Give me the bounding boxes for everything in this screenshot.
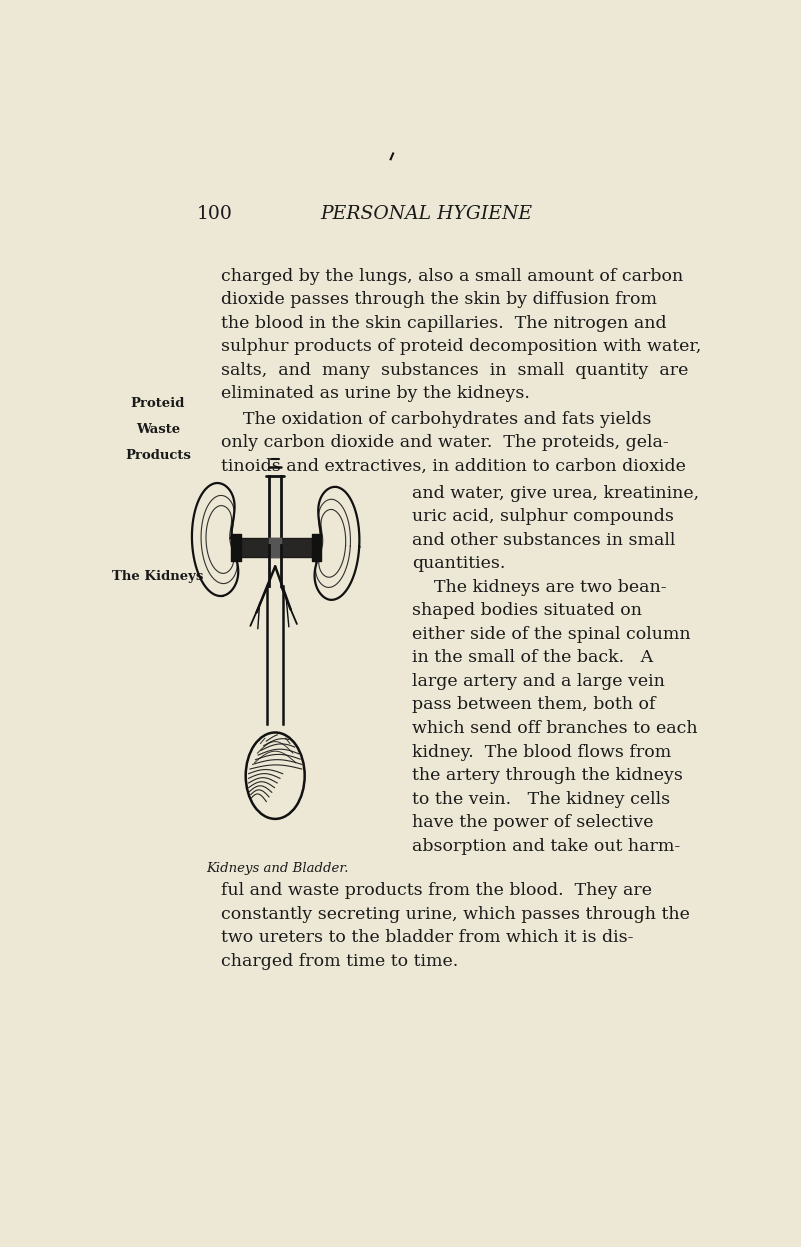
Text: charged from time to time.: charged from time to time. [221,953,458,970]
Text: salts,  and  many  substances  in  small  quantity  are: salts, and many substances in small quan… [221,362,689,379]
Text: in the small of the back.   A: in the small of the back. A [413,650,654,666]
Text: quantities.: quantities. [413,555,505,572]
Text: 100: 100 [196,206,232,223]
Text: and other substances in small: and other substances in small [413,531,676,549]
Text: and water, give urea, kreatinine,: and water, give urea, kreatinine, [413,485,699,501]
Text: constantly secreting urine, which passes through the: constantly secreting urine, which passes… [221,905,690,923]
Text: ful and waste products from the blood.  They are: ful and waste products from the blood. T… [221,883,652,899]
Text: Proteid: Proteid [131,398,185,410]
Text: The kidneys are two bean-: The kidneys are two bean- [413,579,667,596]
Text: Kidneys and Bladder.: Kidneys and Bladder. [206,862,348,875]
Text: sulphur products of proteid decomposition with water,: sulphur products of proteid decompositio… [221,338,702,355]
Text: The Kidneys: The Kidneys [112,570,203,584]
Text: only carbon dioxide and water.  The proteids, gela-: only carbon dioxide and water. The prote… [221,434,669,451]
Text: tinoids and extractives, in addition to carbon dioxide: tinoids and extractives, in addition to … [221,458,686,475]
Text: either side of the spinal column: either side of the spinal column [413,626,691,643]
Text: the blood in the skin capillaries.  The nitrogen and: the blood in the skin capillaries. The n… [221,314,666,332]
Text: eliminated as urine by the kidneys.: eliminated as urine by the kidneys. [221,385,530,403]
Text: Products: Products [125,449,191,463]
Text: kidney.  The blood flows from: kidney. The blood flows from [413,743,671,761]
Text: pass between them, both of: pass between them, both of [413,697,656,713]
Text: PERSONAL HYGIENE: PERSONAL HYGIENE [320,206,532,223]
Text: the artery through the kidneys: the artery through the kidneys [413,767,683,784]
Text: two ureters to the bladder from which it is dis-: two ureters to the bladder from which it… [221,929,634,946]
Text: The oxidation of carbohydrates and fats yields: The oxidation of carbohydrates and fats … [221,410,651,428]
Text: shaped bodies situated on: shaped bodies situated on [413,602,642,620]
Text: uric acid, sulphur compounds: uric acid, sulphur compounds [413,509,674,525]
Text: which send off branches to each: which send off branches to each [413,720,698,737]
Text: Waste: Waste [136,423,180,436]
Text: absorption and take out harm-: absorption and take out harm- [413,838,681,854]
Text: large artery and a large vein: large artery and a large vein [413,673,666,690]
Text: have the power of selective: have the power of selective [413,814,654,831]
Text: to the vein.   The kidney cells: to the vein. The kidney cells [413,791,670,808]
Text: dioxide passes through the skin by diffusion from: dioxide passes through the skin by diffu… [221,292,657,308]
Text: charged by the lungs, also a small amount of carbon: charged by the lungs, also a small amoun… [221,268,683,284]
